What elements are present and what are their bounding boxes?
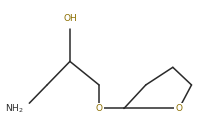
- Text: OH: OH: [63, 14, 77, 23]
- Text: O: O: [176, 104, 183, 113]
- Text: NH$_2$: NH$_2$: [4, 102, 23, 115]
- Text: O: O: [95, 104, 102, 113]
